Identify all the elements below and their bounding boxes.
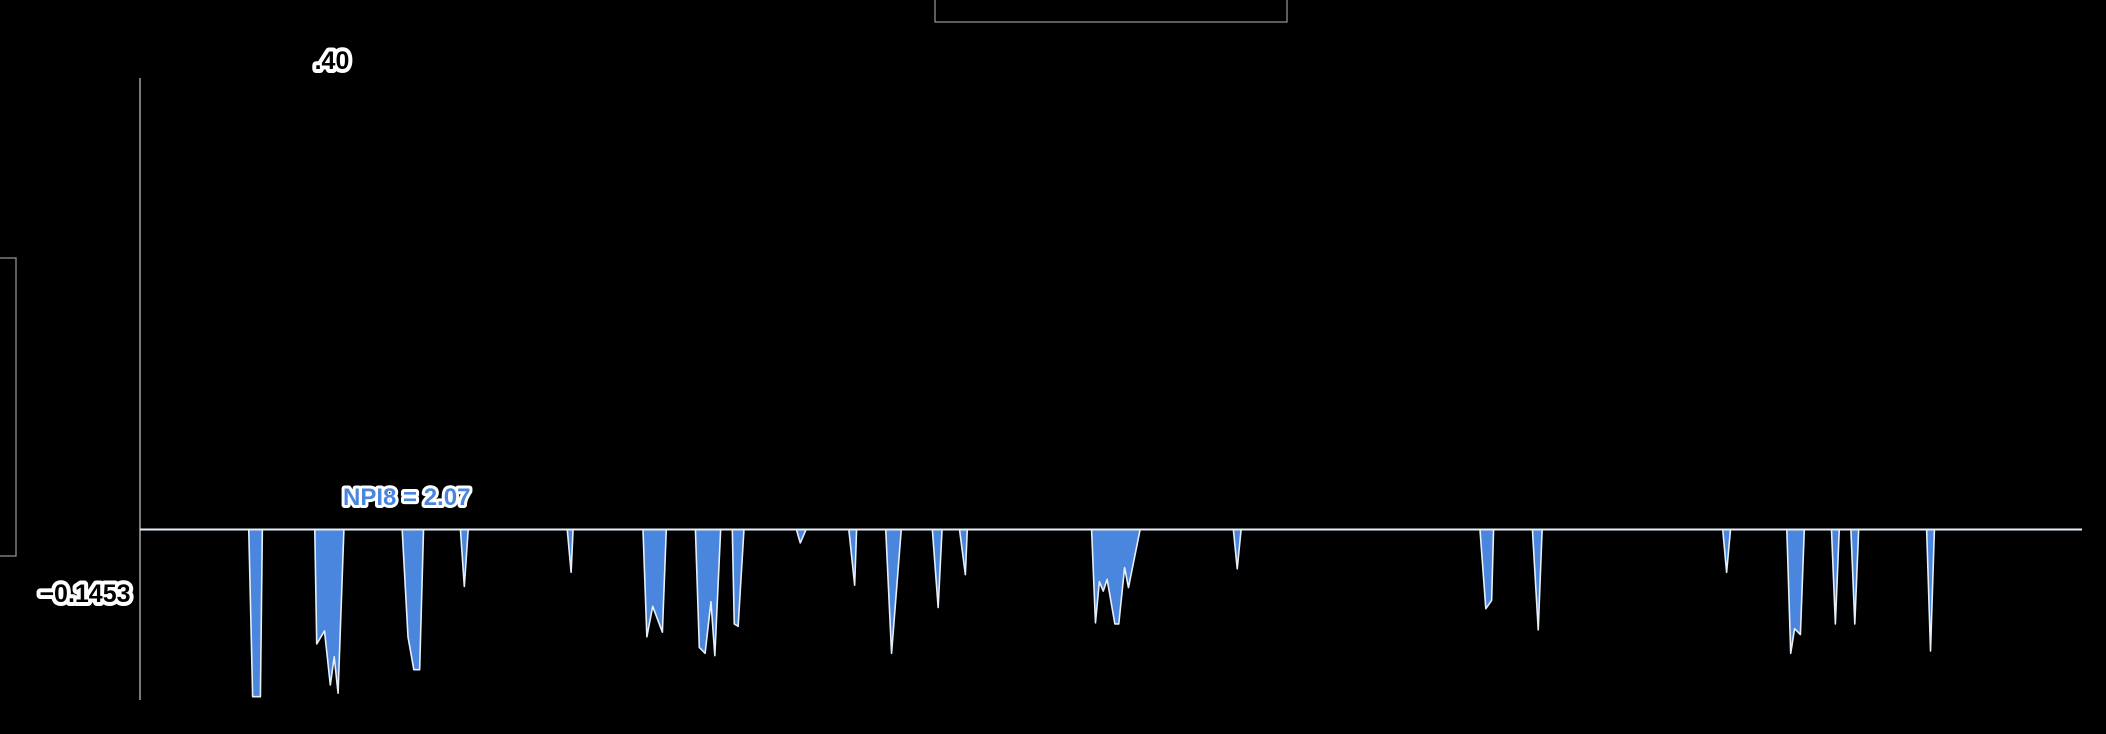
series-layer	[140, 528, 2082, 698]
y-tick-max-text: .40	[315, 47, 350, 75]
legend-frame	[934, 0, 1288, 23]
side-panel-frame	[0, 257, 17, 557]
annotation-label: NPI8 = 2.07	[343, 484, 470, 511]
y-tick-label-max: .40	[311, 43, 354, 79]
y-tick-min-text: −0.1453	[39, 580, 130, 608]
series-area	[140, 529, 2082, 697]
y-tick-label-min: −0.1453	[35, 576, 134, 612]
